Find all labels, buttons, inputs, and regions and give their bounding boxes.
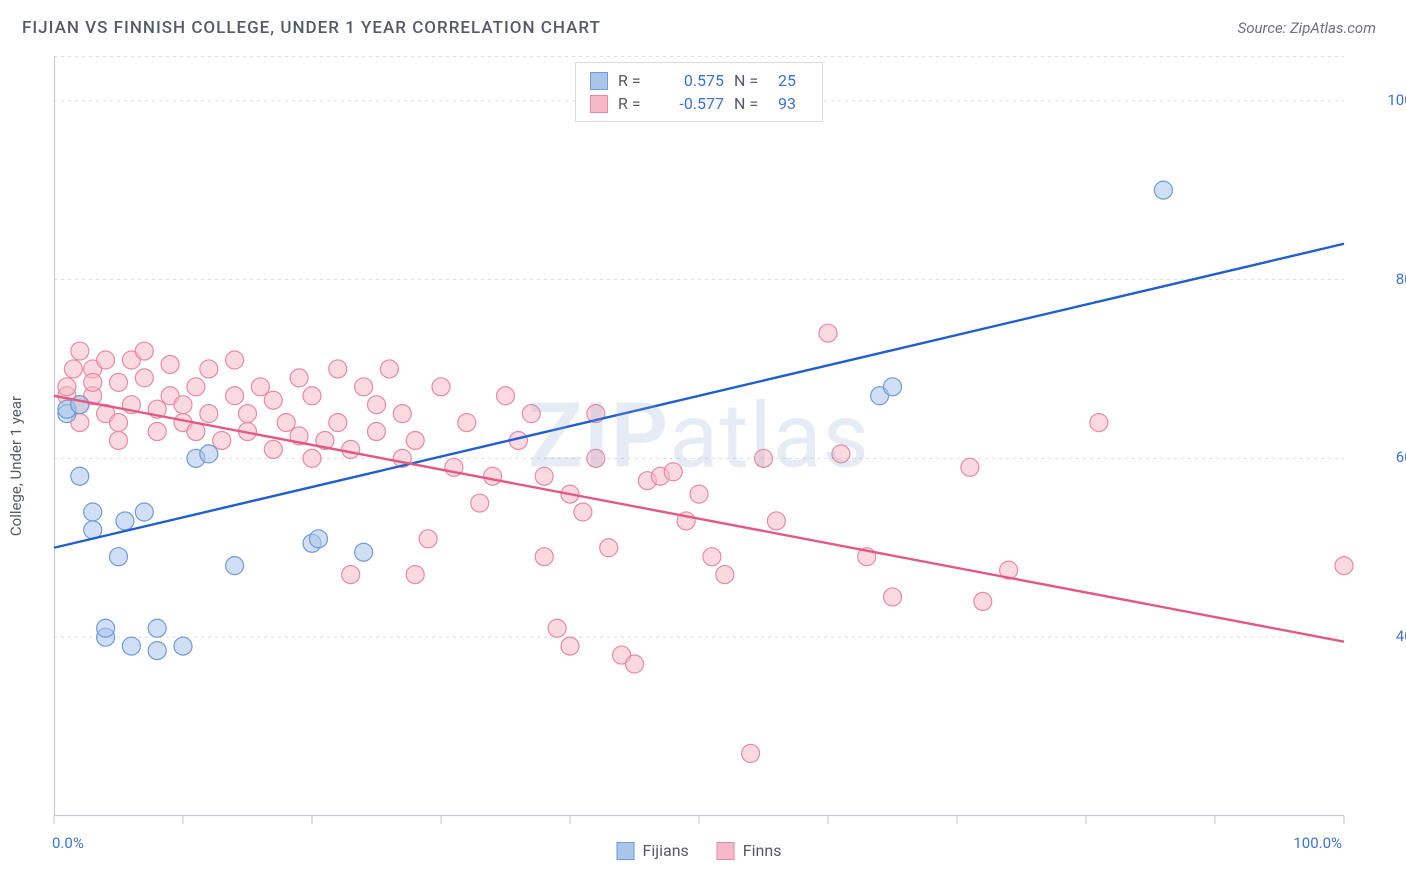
y-tick-label: 80.0%: [1356, 270, 1406, 288]
swatch-fijians: [590, 72, 608, 90]
legend-row-fijians: R = 0.575 N = 25: [590, 69, 808, 92]
chart-source: Source: ZipAtlas.com: [1238, 19, 1376, 37]
swatch-fijians-icon: [617, 842, 635, 860]
n-value-finns: 93: [778, 94, 808, 113]
x-tick-label: 0.0%: [52, 834, 84, 852]
swatch-finns: [590, 95, 608, 113]
series-legend: Fijians Finns: [617, 841, 782, 860]
x-tick-label: 100.0%: [1293, 834, 1342, 852]
legend-row-finns: R = -0.577 N = 93: [590, 92, 808, 115]
y-tick-label: 60.0%: [1356, 448, 1406, 466]
r-value-fijians: 0.575: [662, 71, 724, 90]
legend-item-finns: Finns: [717, 841, 782, 860]
r-value-finns: -0.577: [662, 94, 724, 113]
legend-label-finns: Finns: [743, 841, 782, 860]
swatch-finns-icon: [717, 842, 735, 860]
y-tick-label: 40.0%: [1356, 627, 1406, 645]
correlation-legend: R = 0.575 N = 25 R = -0.577 N = 93: [575, 62, 823, 122]
n-value-fijians: 25: [778, 71, 808, 90]
scatter-plot-svg: [54, 56, 1344, 816]
plot-area: ZIPatlas R = 0.575 N = 25 R = -0.577 N =…: [54, 56, 1344, 816]
y-axis-label: College, Under 1 year: [7, 396, 25, 536]
legend-label-fijians: Fijians: [643, 841, 689, 860]
chart-header: FIJIAN VS FINNISH COLLEGE, UNDER 1 YEAR …: [0, 0, 1406, 48]
chart-container: College, Under 1 year ZIPatlas R = 0.575…: [22, 56, 1384, 876]
legend-item-fijians: Fijians: [617, 841, 689, 860]
chart-title: FIJIAN VS FINNISH COLLEGE, UNDER 1 YEAR …: [22, 18, 601, 38]
y-tick-label: 100.0%: [1356, 91, 1406, 109]
